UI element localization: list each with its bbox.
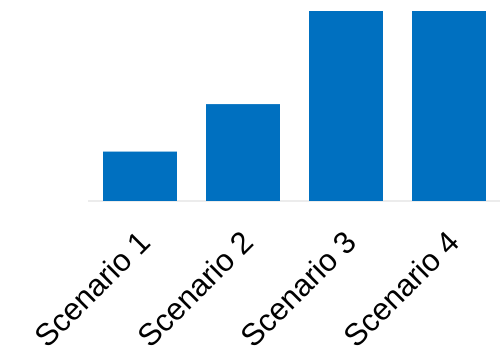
bar-4 <box>412 11 486 201</box>
bar-2 <box>206 104 280 201</box>
bar-3 <box>309 11 383 201</box>
bar-1 <box>103 151 177 201</box>
